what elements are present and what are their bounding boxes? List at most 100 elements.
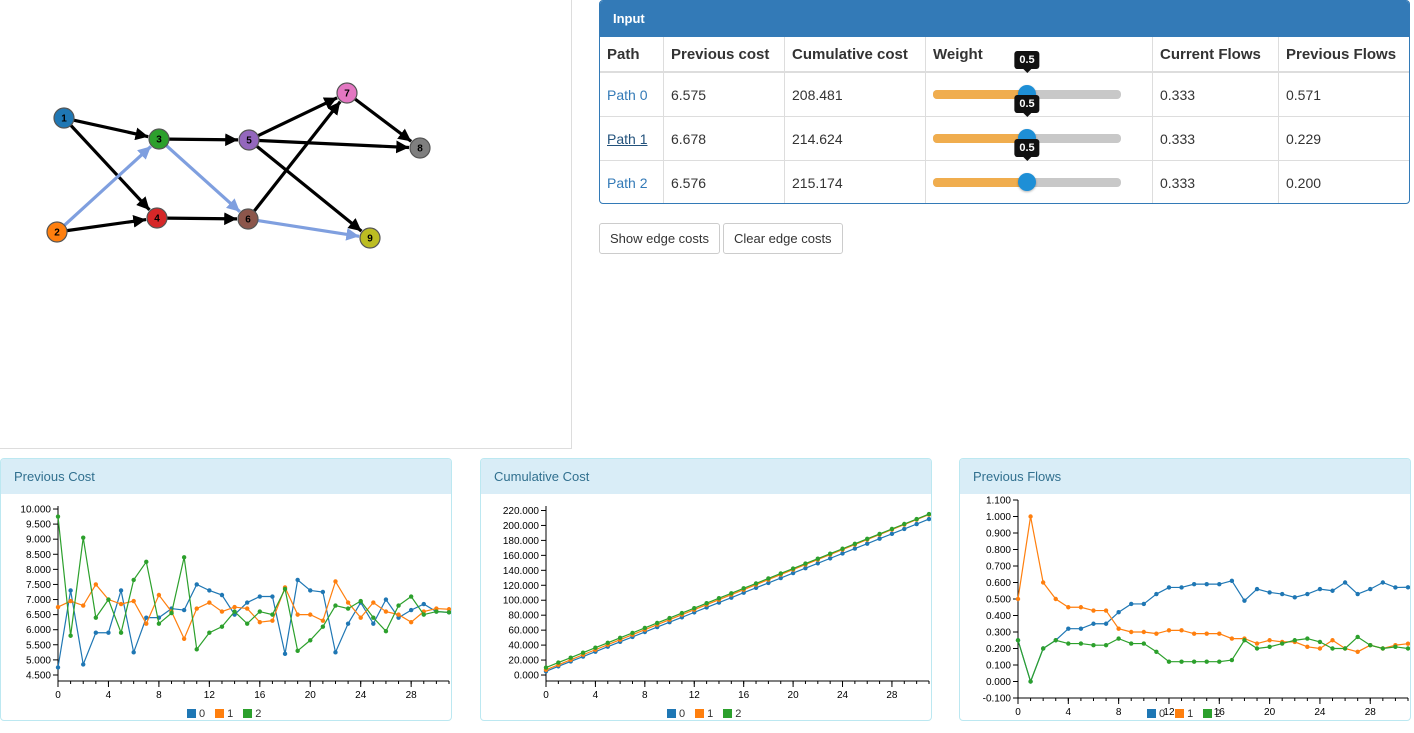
network-graph[interactable]: 1 2 3 4 5 6 7 8 9 xyxy=(0,0,571,448)
series-2 xyxy=(55,514,451,654)
slider-value-tooltip: 0.5 xyxy=(1014,50,1040,73)
current-flows-cell: 0.333 xyxy=(1152,71,1279,117)
path-link-1[interactable]: Path 1 xyxy=(600,116,664,161)
y-tick-label: 0.300 xyxy=(986,628,1011,639)
previous-cost-panel: Previous Cost 0 4 8 12 16 20 24 28 4.500 5.000 5.5… xyxy=(0,458,452,721)
data-point xyxy=(1267,590,1272,595)
data-point xyxy=(840,546,845,551)
legend-swatch xyxy=(723,709,733,718)
slider-handle[interactable] xyxy=(1018,172,1036,191)
data-point xyxy=(333,579,338,584)
data-point xyxy=(232,604,237,610)
chart-axes: 0 4 8 12 16 20 24 28 4.500 5.000 5.500 6.000 6.500 7.… xyxy=(20,505,450,701)
legend-item-2[interactable]: 2 xyxy=(1203,708,1221,720)
data-point xyxy=(877,536,882,541)
x-tick-label: 0 xyxy=(55,690,61,701)
data-point xyxy=(865,536,870,542)
data-point xyxy=(1267,638,1272,643)
data-point xyxy=(667,615,672,621)
data-point xyxy=(421,612,426,617)
data-point xyxy=(1179,659,1184,664)
graph-edge-6-9 xyxy=(257,218,360,241)
data-point xyxy=(1078,626,1084,631)
data-point xyxy=(1091,621,1096,626)
graph-node-3[interactable]: 3 xyxy=(148,128,170,150)
data-point xyxy=(1217,631,1222,636)
legend-item-2[interactable]: 2 xyxy=(243,708,261,720)
y-tick-label: 6.500 xyxy=(26,610,51,621)
table-row: Path 0 6.575 208.481 0.5 0.333 0.571 xyxy=(600,50,1409,117)
legend-item-0[interactable]: 0 xyxy=(187,708,205,720)
data-point xyxy=(1267,644,1272,650)
data-point xyxy=(1191,631,1197,636)
graph-node-label: 1 xyxy=(61,114,67,125)
data-point xyxy=(1116,626,1121,631)
data-point xyxy=(1116,636,1121,641)
show-edge-costs-button[interactable]: Show edge costs xyxy=(599,223,721,254)
legend-item-1[interactable]: 1 xyxy=(695,708,713,720)
legend-item-0[interactable]: 0 xyxy=(667,708,685,720)
path-link-1-text[interactable]: Path 1 xyxy=(607,130,648,147)
y-tick-label: 1.000 xyxy=(986,512,1011,523)
legend-item-1[interactable]: 1 xyxy=(1175,708,1193,720)
data-point xyxy=(1317,586,1323,592)
data-point xyxy=(106,630,111,635)
y-tick-label: 20.000 xyxy=(508,656,539,667)
data-point xyxy=(345,600,351,605)
graph-node-8[interactable]: 8 xyxy=(409,137,431,159)
data-point xyxy=(1355,634,1360,640)
graph-node-label: 5 xyxy=(246,136,252,147)
input-panel: Input Path Previous cost Cumulative cost… xyxy=(599,0,1410,204)
legend-item-1[interactable]: 1 xyxy=(215,708,233,720)
graph-node-1[interactable]: 1 xyxy=(53,107,75,129)
legend-item-0[interactable]: 0 xyxy=(1147,708,1165,720)
path-link-0-text[interactable]: Path 0 xyxy=(607,86,648,103)
path-link-0[interactable]: Path 0 xyxy=(600,71,664,117)
data-point xyxy=(1204,581,1209,587)
graph-node-circle xyxy=(146,207,168,229)
data-point xyxy=(827,556,833,561)
graph-node-5[interactable]: 5 xyxy=(238,129,260,151)
data-point xyxy=(371,615,376,620)
x-tick-label: 24 xyxy=(355,690,367,701)
y-tick-label: 0.400 xyxy=(986,611,1011,622)
data-point xyxy=(1254,641,1260,646)
data-point xyxy=(408,594,414,599)
path-link-2-text[interactable]: Path 2 xyxy=(607,174,648,191)
path-link-2[interactable]: Path 2 xyxy=(600,160,664,203)
y-tick-label: 160.000 xyxy=(503,551,540,562)
clear-edge-costs-button[interactable]: Clear edge costs xyxy=(723,223,843,254)
data-point xyxy=(1053,596,1058,602)
data-point xyxy=(421,601,426,607)
current-flows-cell: 0.333 xyxy=(1152,160,1279,203)
y-tick-label: 9.500 xyxy=(26,520,51,531)
legend-item-2[interactable]: 2 xyxy=(723,708,741,720)
cumulative-cost-cell: 215.174 xyxy=(784,160,926,203)
graph-node-label: 9 xyxy=(367,234,373,245)
graph-node-6[interactable]: 6 xyxy=(237,208,259,230)
data-point xyxy=(295,577,300,583)
data-point xyxy=(396,615,401,620)
data-point xyxy=(434,609,439,614)
graph-node-2[interactable]: 2 xyxy=(46,221,68,243)
data-point xyxy=(144,621,149,626)
data-point xyxy=(1368,586,1373,592)
y-tick-label: 80.000 xyxy=(508,611,539,622)
data-point xyxy=(270,618,275,623)
data-point xyxy=(383,609,389,614)
graph-node-7[interactable]: 7 xyxy=(336,82,358,104)
x-tick-label: 16 xyxy=(738,690,750,701)
input-panel-title: Input xyxy=(600,1,1409,37)
data-point xyxy=(827,551,833,556)
x-tick-label: 24 xyxy=(837,690,849,701)
cumulative-cost-cell-text: 208.481 xyxy=(792,86,843,103)
data-point xyxy=(1330,646,1335,651)
graph-node-circle xyxy=(148,128,170,150)
data-point xyxy=(371,600,376,605)
graph-node-4[interactable]: 4 xyxy=(146,207,168,229)
data-point xyxy=(383,629,389,634)
legend-label: 1 xyxy=(707,708,714,720)
data-point xyxy=(852,541,858,546)
graph-node-9[interactable]: 9 xyxy=(359,227,381,249)
weight-slider-2[interactable]: 0.5 xyxy=(933,138,1123,201)
